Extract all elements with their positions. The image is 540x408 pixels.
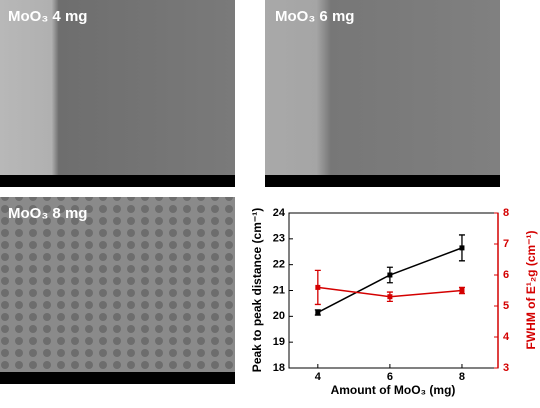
marker xyxy=(315,309,321,315)
marker xyxy=(387,272,393,278)
y2-axis-label: FWHM of E¹₂g (cm⁻¹) xyxy=(524,231,538,350)
y-tick-label: 21 xyxy=(273,284,285,296)
y-tick-label: 18 xyxy=(273,362,285,374)
marker xyxy=(459,288,465,293)
marker xyxy=(387,294,393,300)
y2-tick-label: 8 xyxy=(503,207,509,219)
y2-tick-label: 4 xyxy=(503,331,510,343)
plot-frame xyxy=(288,212,499,369)
y-tick-label: 23 xyxy=(273,233,285,245)
y2-tick-label: 6 xyxy=(503,269,509,281)
x-tick-label: 6 xyxy=(387,371,393,383)
panel-label: MoO₃ 6 mg xyxy=(275,8,354,25)
sem-image xyxy=(265,0,500,187)
y2-tick-label: 7 xyxy=(503,238,509,250)
panel-label: MoO₃ 4 mg xyxy=(8,8,87,25)
y-tick-label: 24 xyxy=(273,207,286,219)
y2-tick-label: 3 xyxy=(503,362,509,374)
x-tick-label: 8 xyxy=(459,371,465,383)
marker xyxy=(459,245,465,251)
y-tick-label: 22 xyxy=(273,259,285,271)
y2-tick-label: 5 xyxy=(503,300,509,312)
y-tick-label: 19 xyxy=(273,336,285,348)
panel-label: MoO₃ 8 mg xyxy=(8,205,87,222)
y-tick-label: 20 xyxy=(273,310,285,322)
marker xyxy=(315,284,321,290)
x-axis-label: Amount of MoO₃ (mg) xyxy=(331,383,456,397)
sem-image xyxy=(0,197,235,384)
x-tick-label: 4 xyxy=(315,371,322,383)
sem-image xyxy=(0,0,235,187)
y-axis-label: Peak to peak distance (cm⁻¹) xyxy=(250,208,264,372)
